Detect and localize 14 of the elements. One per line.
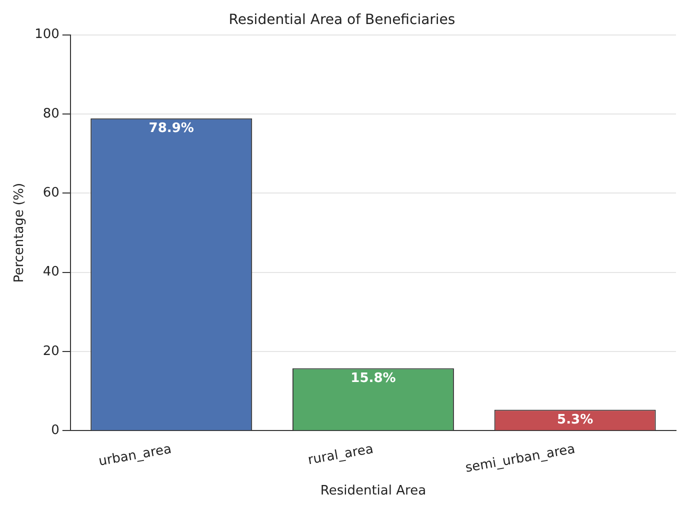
data-label: 5.3% (557, 412, 594, 428)
y-tick-label: 100 (34, 27, 60, 42)
x-axis-title: Residential Area (320, 484, 426, 499)
y-tick-label: 60 (42, 186, 60, 201)
y-tick-label: 40 (42, 264, 60, 280)
y-tick-label: 0 (51, 423, 60, 438)
y-tick-label: 20 (42, 344, 60, 359)
y-axis-title: Percentage (%) (12, 182, 28, 283)
data-label: 15.8% (350, 371, 396, 386)
x-tick-label: urban_area (98, 442, 173, 470)
y-tick-label: 80 (42, 106, 60, 122)
data-label: 78.9% (148, 121, 194, 136)
x-tick-label: rural_area (306, 442, 374, 468)
chart-title: Residential Area of Beneficiaries (228, 12, 456, 28)
